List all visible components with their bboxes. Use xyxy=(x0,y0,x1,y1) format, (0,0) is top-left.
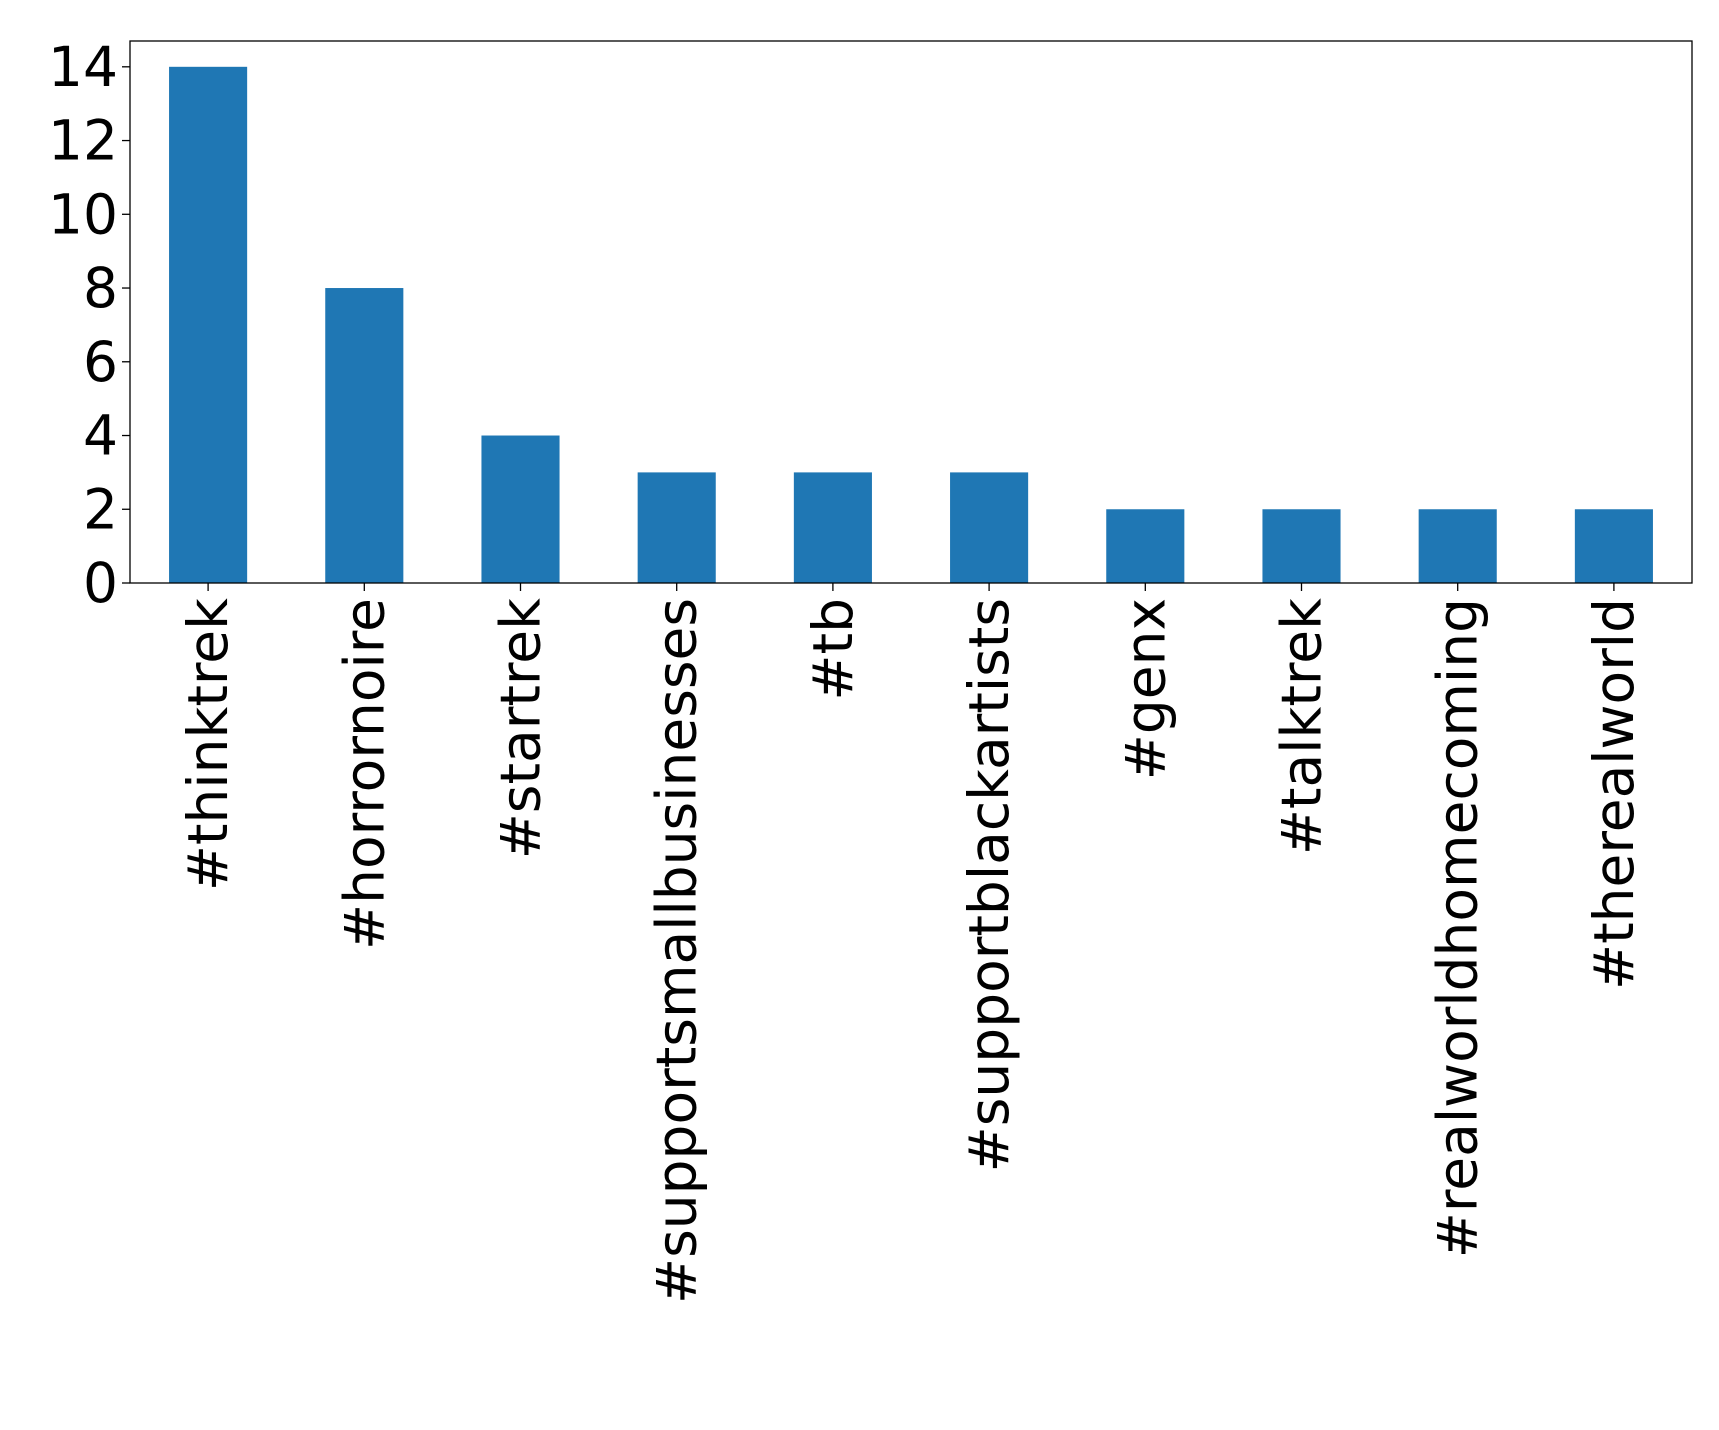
bar xyxy=(1574,509,1653,583)
bar xyxy=(950,472,1029,583)
x-tick-label: #horrornoire xyxy=(332,598,396,950)
x-tick-label: #supportblackartists xyxy=(957,598,1021,1172)
bar xyxy=(169,66,248,584)
y-tick-label: 0 xyxy=(83,551,118,615)
y-tick-label: 8 xyxy=(83,256,118,320)
bar xyxy=(1106,509,1185,583)
y-tick-label: 4 xyxy=(83,404,118,468)
x-tick-label: #therealworld xyxy=(1582,598,1646,990)
y-tick-label: 6 xyxy=(83,330,118,394)
y-tick-label: 10 xyxy=(48,182,118,246)
x-tick-label: #supportsmallbusinesses xyxy=(645,598,709,1304)
bar xyxy=(325,288,404,583)
x-tick-label: #genx xyxy=(1113,598,1177,780)
bar xyxy=(793,472,872,583)
y-axis: 0 2 4 6 8 10 12 14 xyxy=(48,35,130,615)
bar xyxy=(637,472,716,583)
bar xyxy=(481,435,560,583)
bar xyxy=(1262,509,1341,583)
x-tick-label: #realworldhomecoming xyxy=(1426,598,1490,1258)
x-axis: #thinktrek #horrornoire #startrek #supports… xyxy=(176,583,1646,1304)
y-tick-label: 14 xyxy=(48,35,118,99)
y-tick-label: 2 xyxy=(83,477,118,541)
x-tick-label: #talktrek xyxy=(1270,598,1334,855)
plot-frame xyxy=(129,40,1693,584)
x-tick-label: #tb xyxy=(801,598,865,701)
y-tick-label: 12 xyxy=(48,109,118,173)
bar xyxy=(1418,509,1497,583)
bars-group xyxy=(169,66,1653,584)
x-tick-label: #thinktrek xyxy=(176,598,240,891)
x-tick-label: #startrek xyxy=(489,598,553,859)
